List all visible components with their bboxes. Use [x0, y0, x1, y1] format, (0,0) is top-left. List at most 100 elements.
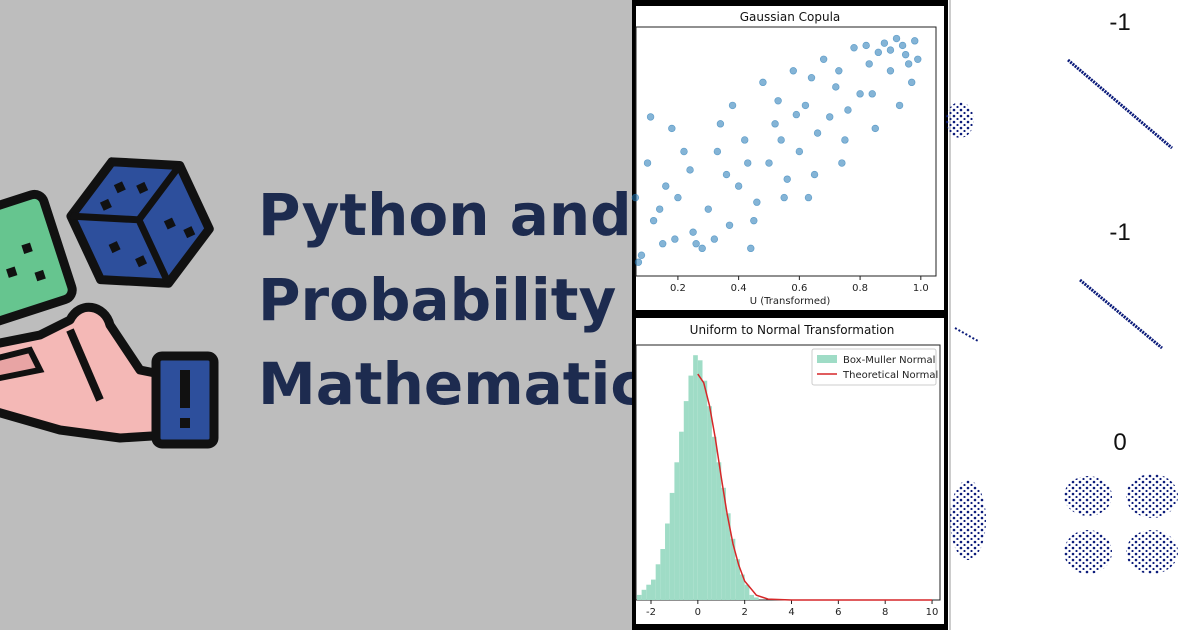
scatter-point [686, 166, 694, 174]
scatter-point [826, 113, 834, 121]
correlation-panel-bg [948, 0, 1200, 630]
legend-label: Theoretical Normal [842, 370, 938, 381]
scatter-point [804, 193, 813, 202]
histogram-bar [688, 375, 694, 600]
scatter-point [698, 244, 706, 253]
histogram-bar [702, 380, 708, 600]
scatter-point [725, 221, 734, 229]
scatter-point [901, 50, 910, 59]
plot-frame [635, 26, 937, 277]
scatter-point [704, 205, 712, 213]
scatter-point [643, 159, 652, 167]
scatter-point [819, 55, 828, 63]
histogram-bar [674, 462, 680, 600]
scatter-point [898, 41, 907, 50]
x-tick-label: 0.8 [852, 283, 868, 294]
scatter-point [862, 41, 870, 50]
correlation-label: -1 [1109, 219, 1130, 246]
x-tick-label: 4 [788, 607, 794, 618]
scatter-point [716, 120, 725, 128]
chart-title: Gaussian Copula [740, 10, 841, 24]
scatter-point [631, 193, 640, 202]
x-tick-label: 1.0 [913, 283, 929, 294]
histogram-bar [749, 594, 755, 600]
scatter-point [886, 67, 895, 75]
scatter-point [655, 205, 664, 213]
scatter-point [810, 170, 819, 179]
scatter-point [646, 113, 655, 121]
legend-label: Box-Muller Normal [843, 355, 935, 366]
x-tick-label: 6 [835, 607, 841, 618]
scatter-point [880, 39, 889, 47]
histogram-bar [697, 360, 703, 600]
scatter-point [662, 182, 670, 190]
scatter-point [771, 120, 779, 128]
chart-title: Uniform to Normal Transformation [690, 323, 895, 337]
scatter-point [747, 244, 755, 253]
histogram-bar [707, 406, 712, 600]
scatter-point [841, 136, 849, 144]
x-tick-label: 0.4 [731, 283, 747, 294]
line-series [697, 373, 932, 601]
legend-box [811, 348, 937, 386]
scatter-point [759, 78, 767, 87]
scatter-point [856, 90, 864, 98]
scatter-point [892, 34, 901, 43]
scatter-point [844, 106, 852, 114]
scatter-point [674, 193, 682, 202]
histogram-bar [754, 597, 759, 600]
legend-swatch [817, 355, 837, 363]
hand [0, 302, 219, 449]
scatter-point [886, 46, 895, 54]
histogram-bar [641, 589, 647, 600]
scatter-point [801, 101, 810, 110]
banner-art: Python and Probability Mathematics [0, 157, 679, 449]
scatter-point [795, 147, 804, 156]
histogram-bar [725, 513, 731, 600]
x-tick-label: 0.6 [791, 283, 807, 294]
scatter-point [807, 74, 816, 82]
histogram-bar [650, 579, 656, 600]
x-tick-label: -2 [646, 607, 656, 618]
x-tick-label: 2 [741, 607, 747, 618]
histogram-bar [739, 574, 745, 600]
scatter-point [914, 55, 922, 63]
scatter-point [774, 97, 782, 105]
scatter-point [765, 159, 773, 167]
scatter-point [850, 44, 858, 52]
histogram-bar [735, 559, 740, 600]
scatter-point [835, 67, 843, 75]
banner-title-line: Mathematics [258, 350, 679, 418]
scatter-point [789, 67, 797, 75]
histogram-bar [636, 594, 642, 600]
scatter-point [783, 175, 791, 183]
banner-title-line: Probability [258, 266, 616, 334]
scatter-point [689, 228, 697, 236]
histogram-bar [730, 538, 736, 600]
scatter-point [637, 251, 646, 259]
scatter-point [710, 235, 719, 243]
scatter-point [908, 78, 916, 87]
scatter-point [692, 240, 700, 248]
scatter-point [668, 124, 676, 133]
blue-die [66, 157, 214, 288]
scatter-point [895, 101, 904, 110]
scatter-point [871, 124, 879, 133]
scatter-point [832, 83, 840, 91]
correlation-label: 0 [1113, 429, 1126, 456]
scatter-point [868, 90, 876, 98]
chart-panel [636, 6, 944, 310]
scatter-point [744, 159, 752, 167]
scatter-point [838, 159, 846, 167]
scatter-point [734, 182, 743, 190]
scatter-point [753, 198, 761, 206]
scatter-point [741, 136, 749, 144]
scatter-point [792, 110, 801, 119]
scatter-point [911, 37, 919, 45]
histogram-bar [665, 523, 670, 600]
scatter-point [713, 147, 722, 156]
x-tick-label: 0 [695, 607, 701, 618]
scatter-point [671, 235, 679, 243]
scatter-point [634, 258, 643, 266]
